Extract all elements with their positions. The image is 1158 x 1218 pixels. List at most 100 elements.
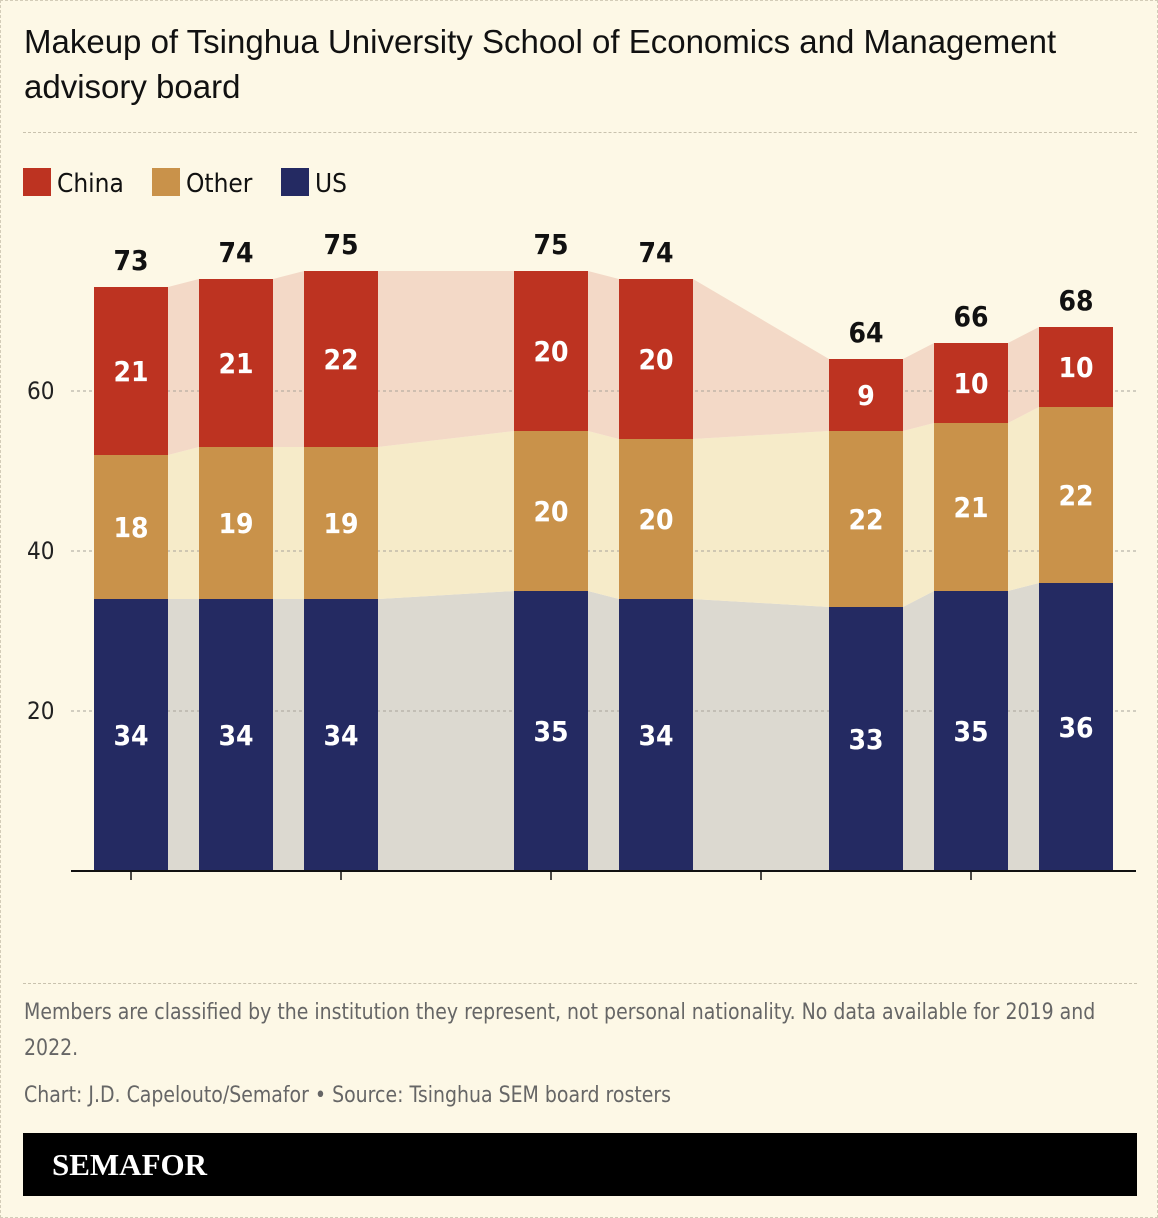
china-value-label: 10: [1058, 351, 1093, 384]
y-tick-label: 20: [27, 697, 54, 725]
us-connector-band: [168, 599, 199, 871]
us-value-label: 34: [113, 719, 148, 752]
other-value-label: 19: [218, 507, 253, 540]
total-label: 64: [848, 316, 883, 349]
other-bar: [829, 431, 903, 607]
other-value-label: 20: [533, 495, 568, 528]
us-connector-band: [903, 591, 934, 871]
china-value-label: 20: [533, 335, 568, 368]
legend-item-china: China: [23, 168, 124, 199]
y-tick-label: 60: [27, 377, 54, 405]
china-bar: [829, 359, 903, 431]
us-value-label: 35: [533, 715, 568, 748]
other-connector-band: [378, 431, 514, 599]
other-connector-band: [168, 447, 199, 599]
total-label: 73: [113, 244, 148, 277]
us-connector-band: [588, 591, 619, 871]
total-label: 74: [218, 236, 253, 269]
us-value-label: 34: [323, 719, 358, 752]
x-tick-label: 2024: [944, 899, 999, 901]
china-bar: [94, 287, 168, 455]
title-divider: [23, 132, 1137, 133]
other-bar: [514, 431, 588, 591]
china-connector-band: [273, 271, 304, 447]
brand-footer: SEMAFOR: [23, 1133, 1137, 1196]
other-bar: [1039, 407, 1113, 583]
other-bar: [619, 439, 693, 599]
legend-label: China: [57, 169, 124, 199]
chart-credit: Chart: J.D. Capelouto/Semafor • Source: …: [24, 1083, 672, 1108]
other-value-label: 18: [113, 511, 148, 544]
us-connector-band: [273, 599, 304, 871]
china-connector-band: [1008, 327, 1039, 423]
us-bar: [619, 599, 693, 871]
other-value-label: 22: [1058, 479, 1093, 512]
legend-label: US: [315, 169, 347, 199]
china-connector-band: [903, 343, 934, 431]
china-value-label: 21: [218, 347, 253, 380]
china-connector-band: [378, 271, 514, 447]
other-bar: [199, 447, 273, 599]
y-tick-label: 40: [27, 537, 54, 565]
us-bar: [829, 607, 903, 871]
other-bar: [934, 423, 1008, 591]
legend-item-other: Other: [152, 168, 253, 199]
other-bar: [304, 447, 378, 599]
total-label: 66: [953, 300, 988, 333]
china-connector-band: [693, 279, 829, 439]
other-value-label: 21: [953, 491, 988, 524]
other-connector-band: [588, 431, 619, 599]
us-connector-band: [378, 591, 514, 871]
legend-swatch: [23, 168, 51, 196]
us-bar: [514, 591, 588, 871]
china-bar: [199, 279, 273, 447]
legend-swatch: [152, 168, 180, 196]
other-connector-band: [903, 423, 934, 607]
us-bar: [94, 599, 168, 871]
other-bar: [94, 455, 168, 599]
china-value-label: 9: [857, 379, 875, 412]
other-connector-band: [1008, 407, 1039, 591]
legend-swatch: [281, 168, 309, 196]
china-value-label: 20: [638, 343, 673, 376]
other-value-label: 22: [848, 503, 883, 536]
chart-note: Members are classified by the institutio…: [24, 1000, 1096, 1061]
x-tick-label: 2016: [104, 899, 159, 901]
china-bar: [304, 271, 378, 447]
total-label: 74: [638, 236, 673, 269]
other-value-label: 20: [638, 503, 673, 536]
total-label: 75: [533, 228, 568, 261]
brand-logo: SEMAFOR: [52, 1147, 207, 1182]
china-connector-band: [588, 271, 619, 439]
us-value-label: 35: [953, 715, 988, 748]
us-connector-band: [693, 599, 829, 871]
china-bar: [1039, 327, 1113, 407]
legend-item-us: US: [281, 168, 347, 199]
us-value-label: 34: [218, 719, 253, 752]
x-tick-label: 2018: [314, 899, 369, 901]
other-connector-band: [693, 431, 829, 607]
us-bar: [304, 599, 378, 871]
us-bar: [934, 591, 1008, 871]
legend-label: Other: [186, 169, 253, 199]
china-value-label: 21: [113, 355, 148, 388]
us-bar: [199, 599, 273, 871]
china-bar: [934, 343, 1008, 423]
us-value-label: 33: [848, 723, 883, 756]
china-value-label: 22: [323, 343, 358, 376]
footer-divider: [23, 983, 1137, 984]
total-label: 75: [323, 228, 358, 261]
total-label: 68: [1058, 284, 1093, 317]
x-tick-label: 2022: [734, 899, 789, 901]
china-connector-band: [168, 279, 199, 455]
chart-title: Makeup of Tsinghua University School of …: [24, 23, 1057, 105]
china-bar: [619, 279, 693, 439]
us-connector-band: [1008, 583, 1039, 871]
china-value-label: 10: [953, 367, 988, 400]
us-value-label: 34: [638, 719, 673, 752]
us-value-label: 36: [1058, 711, 1093, 744]
other-connector-band: [273, 447, 304, 599]
